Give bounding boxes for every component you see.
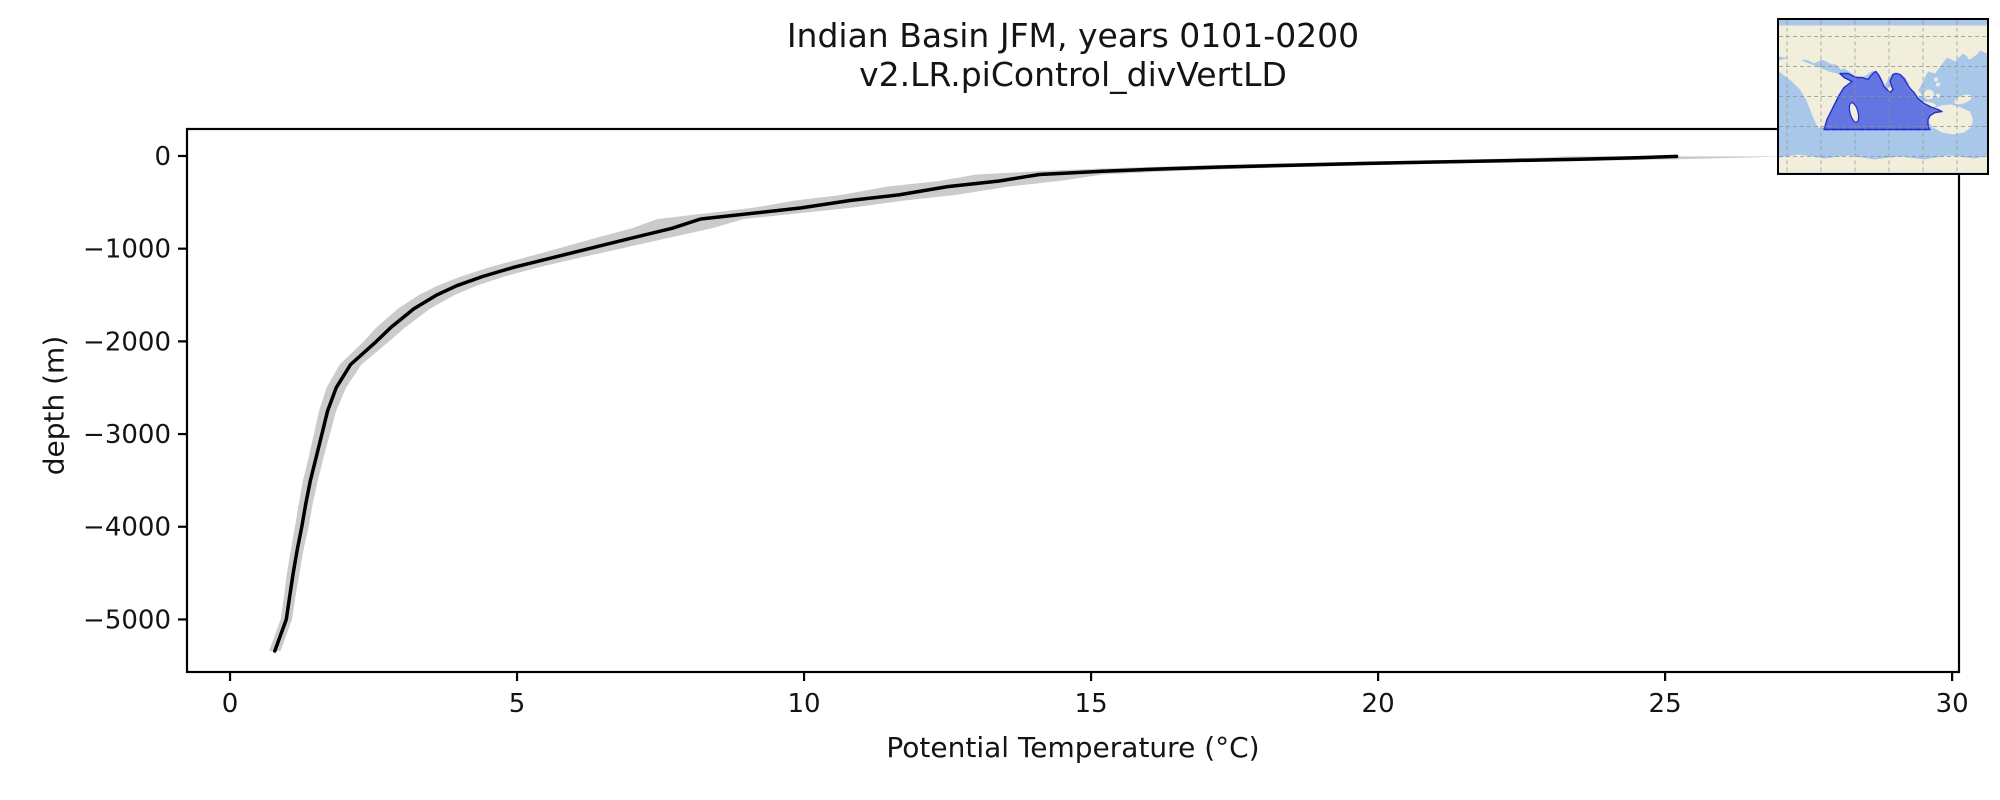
chart-title-block: Indian Basin JFM, years 0101-0200 v2.LR.… xyxy=(187,16,1959,94)
stddev-band xyxy=(269,156,1786,651)
x-tick-label: 10 xyxy=(788,689,821,719)
x-tick-label: 30 xyxy=(1936,689,1969,719)
map-madagascar xyxy=(1848,102,1860,123)
y-tick-label: −5000 xyxy=(83,605,171,635)
x-tick-label: 5 xyxy=(509,689,526,719)
y-tick-label: −4000 xyxy=(83,513,171,543)
x-tick-label: 0 xyxy=(222,689,239,719)
y-tick-label: −2000 xyxy=(83,327,171,357)
axes-frame xyxy=(185,127,1961,674)
y-tick-label: −3000 xyxy=(83,420,171,450)
world-map xyxy=(1779,20,1987,173)
x-tick-label: 25 xyxy=(1649,689,1682,719)
y-tick-label: −1000 xyxy=(83,235,171,265)
x-tick-label: 15 xyxy=(1075,689,1108,719)
x-axis-label: Potential Temperature (°C) xyxy=(886,731,1260,764)
x-tick-label: 20 xyxy=(1362,689,1395,719)
mean-temperature-line xyxy=(273,154,1679,653)
y-tick-label: 0 xyxy=(154,142,171,172)
chart-subtitle: v2.LR.piControl_divVertLD xyxy=(859,55,1287,94)
y-axis-label: depth (m) xyxy=(37,335,71,476)
map-red-sea xyxy=(1833,63,1844,74)
chart-title: Indian Basin JFM, years 0101-0200 xyxy=(786,16,1360,55)
map-graticule xyxy=(1779,20,1987,173)
indian-basin-inset-map xyxy=(1777,18,1989,175)
